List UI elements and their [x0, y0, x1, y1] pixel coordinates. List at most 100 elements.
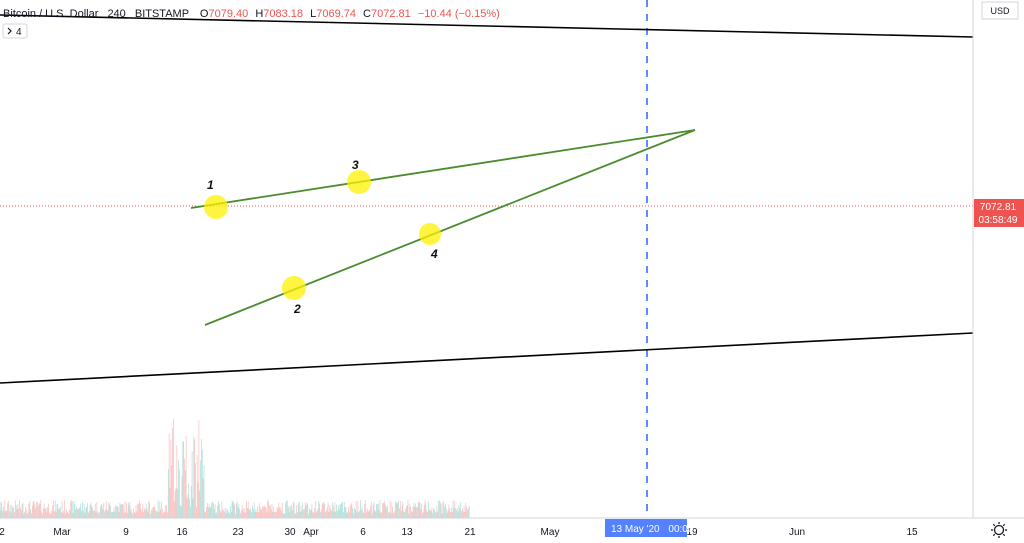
volume-bar: [268, 501, 269, 518]
volume-bar: [454, 501, 456, 518]
volume-bar: [224, 507, 226, 518]
volume-bar: [194, 439, 196, 518]
volume-bar: [29, 500, 31, 518]
volume-bar: [18, 508, 20, 518]
volume-bar: [82, 510, 84, 518]
volume-bar: [61, 501, 63, 518]
lower-channel-line[interactable]: [0, 332, 974, 384]
volume-bar: [241, 505, 243, 518]
volume-bar: [37, 502, 38, 518]
volume-bar: [455, 508, 456, 518]
volume-bar: [24, 511, 26, 518]
volume-bar: [275, 512, 277, 518]
volume-bar: [377, 504, 378, 518]
volume-bar: [264, 506, 266, 518]
volume-bar: [207, 502, 208, 518]
svg-text:Bitcoin / U.S. Dollar: Bitcoin / U.S. Dollar 240 BITSTAMP O7079…: [3, 8, 500, 20]
volume-bar: [81, 510, 82, 518]
volume-bar: [46, 511, 48, 518]
volume-bar: [102, 509, 104, 518]
volume-bar: [191, 451, 193, 518]
volume-bar: [176, 445, 178, 518]
annotation-marker-4[interactable]: [419, 223, 441, 245]
x-tick-label: May: [541, 527, 560, 538]
volume-bar: [213, 509, 215, 518]
volume-bar: [164, 511, 166, 518]
volume-bar: [245, 512, 247, 518]
volume-bar: [48, 503, 49, 518]
annotation-marker-3[interactable]: [347, 170, 371, 194]
volume-bar: [13, 507, 14, 518]
volume-bar: [154, 506, 156, 518]
volume-bar: [189, 498, 190, 518]
volume-bar: [425, 503, 427, 518]
volume-bar: [258, 512, 259, 518]
volume-bar: [428, 509, 430, 518]
volume-bar: [373, 502, 375, 518]
volume-bar: [235, 503, 237, 518]
volume-bar: [195, 462, 196, 518]
volume-bar: [101, 504, 103, 518]
volume-bar: [173, 501, 175, 518]
indicators-toggle[interactable]: 4: [2, 23, 28, 39]
volume-bar: [313, 512, 315, 518]
volume-bar: [74, 504, 76, 518]
currency-box[interactable]: [981, 1, 1019, 20]
volume-bar: [248, 508, 250, 518]
volume-bar: [416, 506, 418, 518]
volume-bar: [325, 511, 326, 518]
wedge-upper-trendline[interactable]: [190, 129, 696, 209]
volume-bar: [456, 507, 458, 518]
volume-bar: [406, 505, 408, 518]
volume-bar: [137, 503, 139, 518]
volume-bar: [393, 513, 394, 518]
volume-bar: [75, 509, 77, 518]
upper-channel-line[interactable]: [0, 14, 974, 38]
volume-bar: [386, 508, 388, 518]
volume-bar: [27, 512, 29, 518]
open-value: 7079.40: [208, 8, 248, 20]
volume-bar: [283, 513, 285, 518]
volume-bar: [384, 503, 386, 518]
volume-bar: [71, 501, 73, 518]
volume-bar: [434, 512, 436, 518]
gear-icon[interactable]: [991, 522, 1007, 538]
volume-bar: [445, 508, 447, 518]
time-axis[interactable]: [0, 518, 973, 543]
volume-bar: [214, 503, 216, 518]
volume-bar: [116, 506, 118, 518]
volume-bar: [161, 501, 162, 518]
volume-bar: [114, 511, 116, 518]
volume-bar: [158, 512, 160, 518]
annotation-marker-1[interactable]: [204, 195, 228, 219]
annotation-marker-2[interactable]: [282, 276, 306, 300]
volume-bar: [259, 507, 261, 518]
volume-bar: [190, 486, 192, 518]
volume-bar: [88, 510, 90, 518]
volume-bar: [354, 509, 356, 518]
volume-bar: [212, 503, 214, 518]
volume-bar: [125, 512, 127, 518]
volume-bar: [390, 513, 392, 518]
volume-bar: [112, 511, 114, 518]
symbol-legend[interactable]: Bitcoin / U.S. Dollar 240 BITSTAMP O7079…: [3, 8, 500, 20]
volume-bar: [145, 503, 147, 518]
volume-bar: [199, 490, 201, 518]
plot-area[interactable]: [0, 0, 973, 518]
volume-bar: [180, 506, 182, 518]
volume-bar: [453, 507, 455, 518]
volume-bar: [394, 501, 396, 518]
price-axis[interactable]: [973, 0, 1024, 518]
volume-bar: [285, 502, 286, 518]
volume-bar: [93, 510, 94, 518]
volume-bar: [178, 459, 179, 518]
volume-bar: [461, 511, 462, 518]
volume-bar: [218, 501, 219, 518]
volume-bar: [352, 508, 354, 518]
volume-bar: [241, 510, 242, 518]
volume-bar: [323, 502, 325, 518]
volume-bar: [286, 500, 287, 518]
volume-bar: [357, 500, 359, 518]
